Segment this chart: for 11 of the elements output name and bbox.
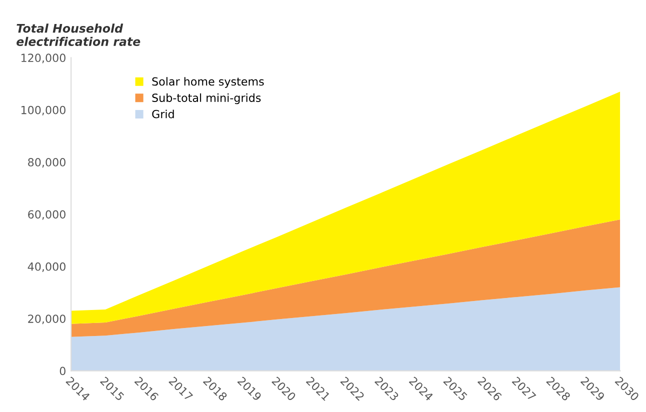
legend-label: Sub-total mini-grids	[152, 93, 261, 104]
y-tick-label: 60,000	[28, 210, 66, 220]
y-tick-label: 80,000	[28, 158, 66, 168]
legend-label: Grid	[152, 110, 174, 118]
legend-label: Solar home systems	[152, 77, 264, 88]
y-tick-label: 40,000	[28, 262, 66, 272]
y-tick-label: 120,000	[21, 54, 66, 64]
y-tick-label: 20,000	[28, 314, 66, 324]
y-tick-label: 100,000	[21, 106, 66, 116]
y-tick-label: 0	[60, 366, 66, 376]
y-axis-title: Total Household electrification rate	[16, 24, 140, 46]
